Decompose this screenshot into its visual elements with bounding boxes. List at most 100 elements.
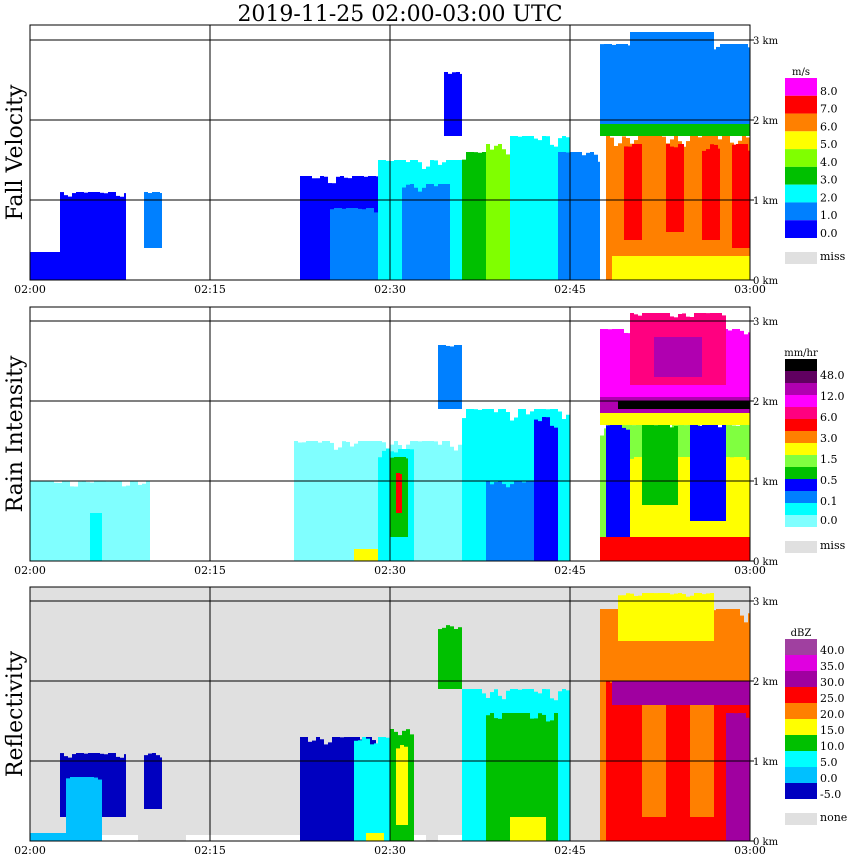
- echo-cell: [664, 256, 668, 280]
- echo-cell: [608, 413, 612, 425]
- echo-cell: [672, 413, 676, 425]
- echo-cell: [710, 32, 714, 56]
- echo-cell: [632, 537, 636, 561]
- echo-cell: [78, 777, 82, 833]
- echo-cell: [130, 481, 134, 561]
- panel-ylabel: Rain Intensity: [3, 355, 28, 512]
- echo-cell: [630, 313, 634, 385]
- echo-cell: [446, 184, 450, 280]
- echo-cell: [718, 684, 722, 841]
- echo-cell: [318, 442, 322, 561]
- echo-cell: [674, 32, 678, 56]
- echo-cell: [72, 193, 76, 256]
- legend-swatch: [785, 491, 817, 503]
- echo-cell: [630, 32, 634, 56]
- echo-cell: [570, 152, 574, 280]
- echo-cell: [674, 426, 678, 505]
- echo-cell: [686, 596, 690, 641]
- legend-label: 25.0: [820, 692, 845, 705]
- echo-cell: [396, 748, 400, 825]
- echo-cell: [534, 817, 538, 841]
- echo-cell: [720, 681, 724, 705]
- echo-cell: [728, 413, 732, 425]
- echo-cell: [728, 330, 732, 397]
- echo-cell: [148, 753, 152, 809]
- echo-cell: [688, 256, 692, 280]
- echo-cell: [706, 593, 710, 641]
- echo-cell: [718, 427, 722, 521]
- y-tick-label: 2 km: [753, 397, 779, 408]
- echo-cell: [740, 124, 744, 136]
- echo-cell: [546, 721, 550, 841]
- echo-cell: [662, 136, 666, 280]
- echo-cell: [510, 136, 514, 280]
- echo-cell: [562, 689, 566, 841]
- echo-cell: [624, 44, 628, 128]
- y-tick-label: 0 km: [753, 837, 779, 848]
- echo-cell: [66, 778, 70, 833]
- echo-cell: [112, 192, 116, 256]
- echo-cell: [694, 401, 698, 409]
- echo-cell: [34, 833, 38, 841]
- echo-cell: [656, 537, 660, 561]
- echo-cell: [664, 681, 668, 705]
- legend-label: 15.0: [820, 724, 845, 737]
- echo-cell: [704, 124, 708, 136]
- echo-cell: [680, 413, 684, 425]
- echo-cell: [638, 457, 642, 561]
- echo-cell: [600, 435, 604, 561]
- echo-cell: [696, 256, 700, 280]
- echo-cell: [374, 212, 378, 280]
- echo-cell: [678, 144, 682, 232]
- echo-cell: [732, 124, 736, 136]
- legend-swatch: [785, 467, 817, 479]
- echo-cell: [658, 593, 662, 641]
- echo-cell: [306, 441, 310, 561]
- echo-cell: [558, 411, 562, 561]
- echo-cell: [748, 537, 750, 561]
- echo-cell: [708, 413, 712, 425]
- echo-cell: [740, 537, 744, 561]
- echo-cell: [708, 45, 712, 128]
- echo-cell: [622, 595, 626, 641]
- echo-cell: [336, 737, 340, 841]
- echo-cell: [314, 441, 318, 561]
- echo-cell: [736, 144, 740, 248]
- echo-cell: [670, 427, 674, 505]
- echo-cell: [514, 136, 518, 280]
- echo-cell: [410, 184, 414, 280]
- echo-cell: [632, 256, 636, 280]
- echo-cell: [710, 688, 714, 817]
- echo-cell: [494, 718, 498, 841]
- echo-cell: [660, 681, 664, 705]
- echo-cell: [362, 209, 366, 280]
- echo-cell: [490, 713, 494, 841]
- echo-cell: [728, 537, 732, 561]
- echo-cell: [566, 152, 570, 280]
- echo-cell: [676, 256, 680, 280]
- echo-cell: [582, 155, 586, 280]
- legend-swatch: [785, 95, 817, 114]
- echo-cell: [340, 737, 344, 841]
- echo-cell: [458, 627, 462, 689]
- echo-cell: [650, 401, 654, 409]
- echo-cell: [736, 124, 740, 136]
- echo-cell: [102, 252, 106, 280]
- echo-cell: [720, 124, 724, 136]
- echo-cell: [626, 401, 630, 409]
- panel-ylabel: Reflectivity: [3, 650, 28, 777]
- y-tick-label: 1 km: [753, 757, 779, 768]
- echo-cell: [636, 124, 640, 136]
- echo-cell: [76, 192, 80, 256]
- echo-cell: [658, 458, 662, 561]
- echo-cell: [660, 256, 664, 280]
- echo-cell: [616, 537, 620, 561]
- echo-cell: [648, 256, 652, 280]
- echo-cell: [666, 144, 670, 232]
- echo-cell: [62, 481, 66, 561]
- echo-cell: [702, 681, 706, 817]
- echo-cell: [578, 152, 582, 280]
- echo-cell: [700, 537, 704, 561]
- echo-cell: [438, 184, 442, 280]
- echo-cell: [726, 401, 730, 409]
